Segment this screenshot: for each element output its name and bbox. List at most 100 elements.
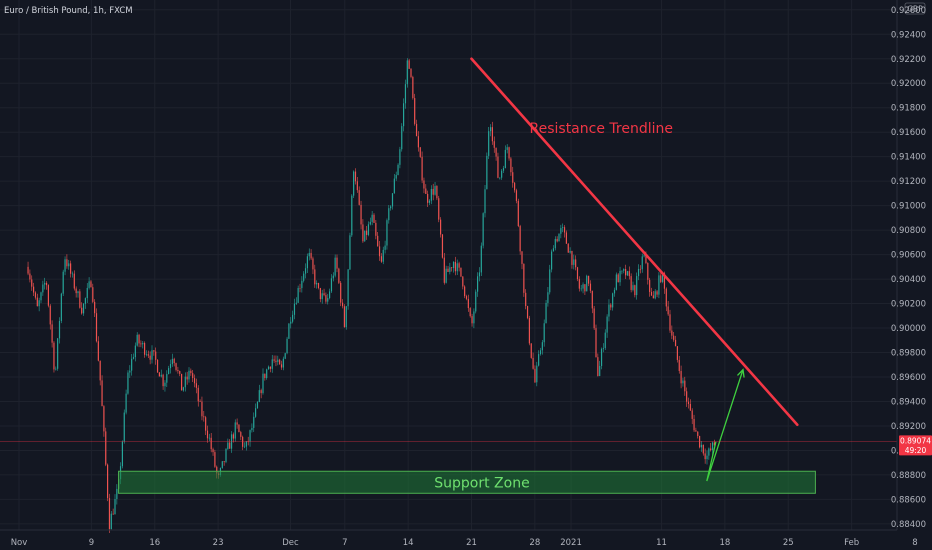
candle [316, 280, 318, 289]
candle [375, 220, 377, 240]
candle [713, 439, 715, 446]
candle [107, 463, 109, 502]
candle [508, 146, 510, 161]
candle [532, 352, 534, 370]
candle [625, 264, 627, 279]
resistance-trendline[interactable] [470, 57, 799, 427]
candle [103, 405, 105, 437]
candle [597, 353, 599, 377]
candle [419, 146, 421, 158]
candle [393, 173, 395, 194]
candle [288, 322, 290, 340]
candle [132, 353, 135, 360]
candle [369, 217, 371, 226]
candle [693, 414, 695, 433]
candle [674, 335, 677, 347]
price-tick-label: 0.92200 [891, 55, 926, 65]
time-tick-label: 2021 [560, 538, 582, 548]
candle [489, 124, 492, 137]
candle [264, 373, 266, 381]
candle [101, 375, 103, 407]
candle [425, 184, 427, 195]
candle [82, 303, 85, 316]
candle [397, 163, 399, 176]
candle [140, 340, 142, 348]
candle [229, 439, 231, 449]
candle [234, 419, 236, 442]
candle [279, 358, 281, 365]
price-tick-label: 0.88800 [891, 471, 926, 481]
candle [623, 268, 625, 274]
candle [697, 431, 699, 439]
candle [197, 385, 199, 407]
candle [395, 171, 397, 181]
candle [251, 423, 253, 433]
candle [673, 331, 675, 342]
candle [206, 425, 209, 443]
currency-badge-label: GBP [907, 5, 923, 14]
candle [155, 347, 157, 365]
candle [325, 292, 327, 304]
drawing-overlays[interactable]: Support Zone Resistance Trendline [118, 57, 816, 494]
price-tick-label: 0.91600 [891, 128, 926, 138]
currency-badge[interactable] [904, 2, 926, 15]
candle [684, 376, 686, 396]
candle [430, 185, 432, 205]
candle [704, 448, 706, 464]
current-price-tag [899, 435, 932, 456]
candle [378, 240, 381, 261]
candle [169, 359, 172, 374]
candle [549, 264, 551, 295]
candle [600, 347, 603, 370]
candle [519, 224, 521, 255]
time-axis[interactable]: Nov 9 16 23 Dec 7 14 21 28 2021 11 18 25 Feb 8 [0, 529, 918, 548]
candle [301, 276, 303, 293]
candle-series[interactable] [27, 58, 715, 533]
candle [441, 233, 444, 259]
candle [253, 412, 255, 432]
candle [384, 240, 386, 254]
support-zone-label: Support Zone [434, 475, 529, 491]
price-tick-label: 0.88600 [891, 495, 926, 505]
candle [166, 370, 168, 387]
candle [153, 350, 155, 356]
candle [306, 253, 308, 274]
candle [377, 232, 379, 247]
candle [486, 152, 488, 190]
candle [36, 293, 38, 307]
candle [158, 371, 160, 377]
price-axis[interactable]: GBP 0.926000.924000.922000.920000.918000… [891, 0, 932, 550]
candle [236, 418, 238, 429]
candle [477, 272, 479, 297]
candle [131, 353, 133, 376]
candle [94, 299, 96, 317]
candle [525, 289, 527, 310]
candle [42, 280, 44, 296]
candle [164, 380, 166, 392]
candle [671, 325, 673, 340]
price-axis-background [897, 0, 932, 550]
candle [221, 461, 223, 469]
candle [691, 408, 693, 425]
support-zone[interactable] [118, 470, 816, 494]
candle [669, 309, 671, 333]
projection-arrow[interactable] [706, 369, 744, 482]
candle [338, 267, 340, 284]
candle [462, 276, 464, 290]
candle [386, 218, 388, 250]
candle [95, 308, 98, 343]
price-tick-label: 0.91000 [891, 202, 926, 212]
projection-arrow-head [736, 368, 745, 378]
candle [382, 246, 384, 265]
candle [51, 320, 53, 348]
candle [188, 367, 190, 383]
candle [225, 448, 227, 464]
candle [53, 341, 55, 373]
candle [539, 347, 542, 356]
candle [682, 377, 684, 387]
candle [576, 266, 579, 282]
candle [560, 224, 562, 239]
candle [193, 374, 196, 388]
